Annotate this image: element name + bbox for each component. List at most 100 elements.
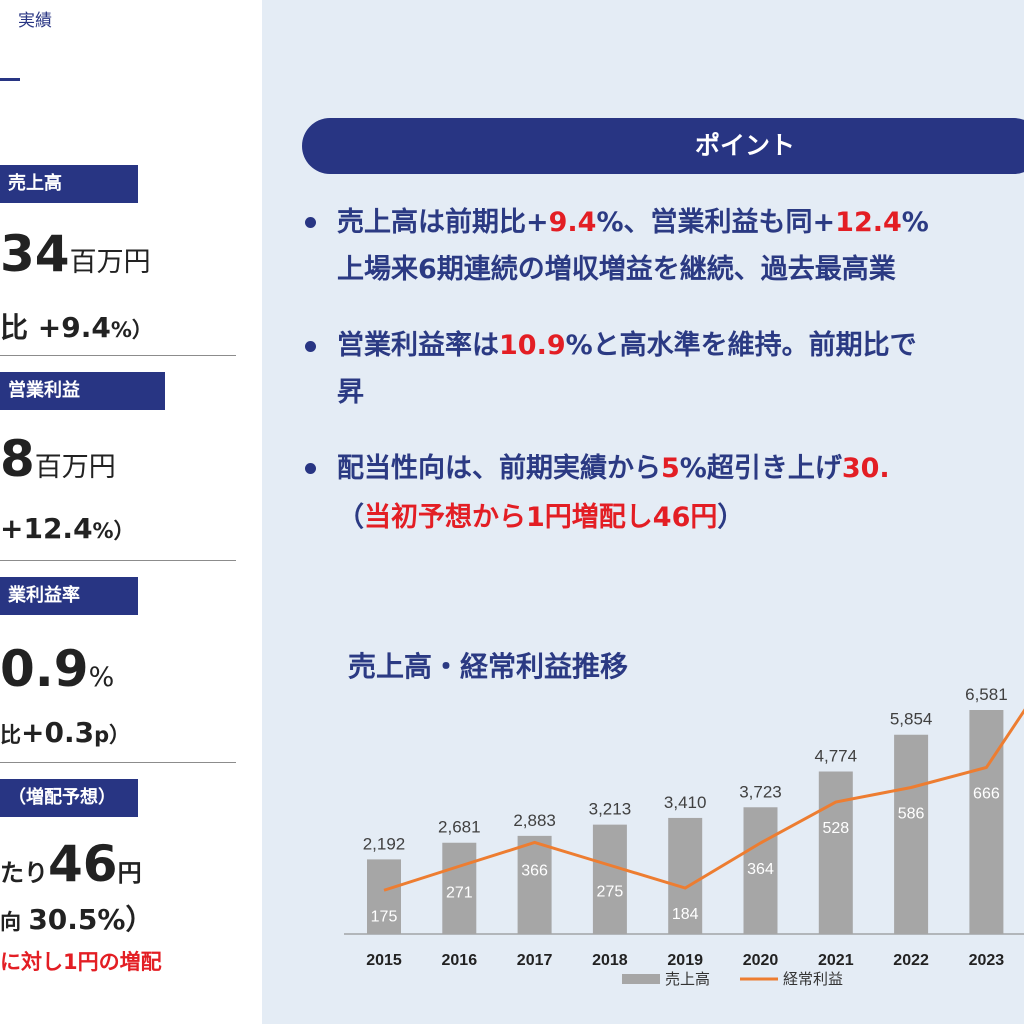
highlight-run: 12.4 — [835, 207, 902, 238]
legend-swatch-sales — [622, 974, 660, 984]
kpi-op-yoy-suffix: %） — [92, 519, 135, 543]
bar-value-label: 3,213 — [589, 800, 632, 819]
kpi-sales-yoy-value: +9.4 — [37, 311, 111, 344]
bar-value-label: 4,774 — [815, 747, 858, 766]
left-panel: 実績 売上高 34百万円 比 +9.4%） 営業利益 8百万円 +12.4%） … — [0, 0, 262, 1024]
bar-value-label: 6,581 — [965, 685, 1008, 704]
right-panel: ポイント 売上高は前期比+9.4%、営業利益も同+12.4% 上場来6期連続の増… — [262, 0, 1024, 1024]
bullet-3-line-1: 配当性向は、前期実績から5%超引き上げ30. — [337, 446, 890, 485]
text-run: 営業利益率は — [337, 330, 499, 361]
bar-sales — [592, 824, 627, 934]
bar-value-label: 3,410 — [664, 793, 707, 812]
kpi-sales-yoy-prefix: 比 — [0, 311, 38, 344]
bar-sales — [969, 710, 1004, 934]
line-value-label: 366 — [521, 863, 548, 880]
x-tick-label: 2023 — [969, 952, 1005, 969]
kpi-op-yoy-value: +12.4 — [0, 512, 93, 545]
x-tick-label: 2021 — [818, 952, 854, 969]
kpi-value-margin: 0.9% — [0, 640, 114, 698]
section-label: 実績 — [18, 11, 52, 31]
text-run: % — [901, 207, 929, 238]
highlight-run: 9.4 — [548, 207, 597, 238]
line-value-label: 175 — [371, 908, 398, 925]
bar-sales — [442, 842, 477, 934]
kpi-value-dividend: たり46円 — [0, 835, 142, 893]
separator — [0, 355, 236, 356]
bar-sales — [894, 734, 929, 934]
kpi-sales-number: 34 — [0, 225, 70, 283]
kpi-sales-unit: 百万円 — [69, 247, 151, 278]
highlight-run: 10.9 — [499, 330, 566, 361]
bullet-2-line-1: 営業利益率は10.9%と高水準を維持。前期比で — [337, 323, 917, 362]
kpi-value-sales: 34百万円 — [0, 225, 151, 283]
bar-value-label: 2,883 — [513, 811, 556, 830]
kpi-div-number: 46 — [48, 835, 118, 893]
kpi-tag-margin: 業利益率 — [0, 577, 138, 615]
bar-value-label: 2,192 — [363, 834, 406, 853]
legend-label-profit: 経常利益 — [783, 970, 843, 988]
highlight-run: 30. — [841, 453, 890, 484]
text-run: %超引き上げ — [679, 453, 842, 484]
kpi-margin-yoy-prefix: 比 — [0, 723, 21, 747]
bullet-dot — [305, 341, 316, 352]
line-value-label: 666 — [973, 786, 1000, 803]
bullet-1-line-2: 上場来6期連続の増収増益を継続、過去最高業 — [337, 247, 896, 286]
x-tick-label: 2015 — [366, 952, 402, 969]
kpi-tag-sales: 売上高 — [0, 165, 138, 203]
bar-value-label: 3,723 — [739, 782, 782, 801]
dividend-note: に対し1円の増配 — [0, 950, 162, 974]
bullet-2-line-2: 昇 — [337, 370, 364, 409]
bullet-dot — [305, 463, 316, 474]
sales-profit-chart: 2,192 2015 2,681 2016 2,883 2017 3,213 2018 3,41… — [344, 685, 1024, 988]
text-run: 昇 — [337, 377, 364, 408]
kpi-sales-yoy-suffix: %） — [110, 318, 153, 342]
kpi-div-yoy-value: 30.5% — [28, 903, 126, 936]
line-value-label: 184 — [672, 906, 699, 923]
separator — [0, 762, 236, 763]
bullet-dot — [305, 217, 316, 228]
bullet-3-line-2: （当初予想から1円増配し46円） — [337, 495, 744, 534]
kpi-margin-number: 0.9 — [0, 640, 89, 698]
bar-sales — [517, 835, 552, 934]
text-run: %と高水準を維持。前期比で — [565, 330, 917, 361]
kpi-tag-operating-profit: 営業利益 — [0, 372, 165, 410]
kpi-yoy-dividend: 向 30.5%） — [0, 898, 153, 938]
x-tick-label: 2019 — [667, 952, 703, 969]
text-run: 上場来6期連続の増収増益を継続、過去最高業 — [337, 254, 896, 285]
text-run: %、営業利益も同+ — [596, 207, 836, 238]
bar-sales — [367, 859, 401, 934]
kpi-div-prefix: たり — [0, 859, 48, 887]
legend-label-sales: 売上高 — [665, 970, 710, 988]
line-value-label: 275 — [597, 883, 624, 900]
kpi-yoy-operating-profit: +12.4%） — [0, 512, 135, 545]
line-value-label: 586 — [898, 806, 925, 823]
highlight-run: 当初予想から1円増配し46円 — [364, 502, 718, 533]
text-run: （ — [337, 502, 364, 533]
bar-value-label: 5,854 — [890, 710, 933, 729]
bullet-1-line-1: 売上高は前期比+9.4%、営業利益も同+12.4% — [337, 200, 929, 239]
text-run: 配当性向は、前期実績から — [337, 453, 661, 484]
kpi-margin-unit: % — [88, 662, 115, 693]
text-run: ） — [717, 502, 745, 533]
kpi-div-unit: 円 — [117, 859, 142, 887]
highlight-run: 5 — [661, 453, 680, 484]
kpi-yoy-margin: 比+0.3p） — [0, 716, 130, 749]
x-tick-label: 2022 — [893, 952, 929, 969]
kpi-op-number: 8 — [0, 430, 35, 488]
bar-sales — [818, 771, 853, 934]
x-tick-label: 2020 — [743, 952, 779, 969]
line-value-label: 271 — [446, 884, 473, 901]
kpi-div-yoy-suffix: ） — [125, 903, 154, 936]
line-ordinary-profit — [383, 708, 1024, 892]
bar-value-label: 2,681 — [438, 818, 481, 837]
kpi-value-operating-profit: 8百万円 — [0, 430, 116, 488]
x-tick-label: 2017 — [517, 952, 553, 969]
line-value-label: 528 — [822, 820, 849, 837]
bar-sales — [668, 817, 703, 934]
kpi-margin-yoy-suffix: p） — [94, 723, 131, 747]
kpi-op-unit: 百万円 — [34, 452, 116, 483]
kpi-div-yoy-prefix: 向 — [0, 910, 29, 934]
kpi-margin-yoy-value: +0.3 — [21, 716, 95, 749]
points-header: ポイント — [302, 118, 1024, 174]
bar-sales — [743, 807, 778, 934]
